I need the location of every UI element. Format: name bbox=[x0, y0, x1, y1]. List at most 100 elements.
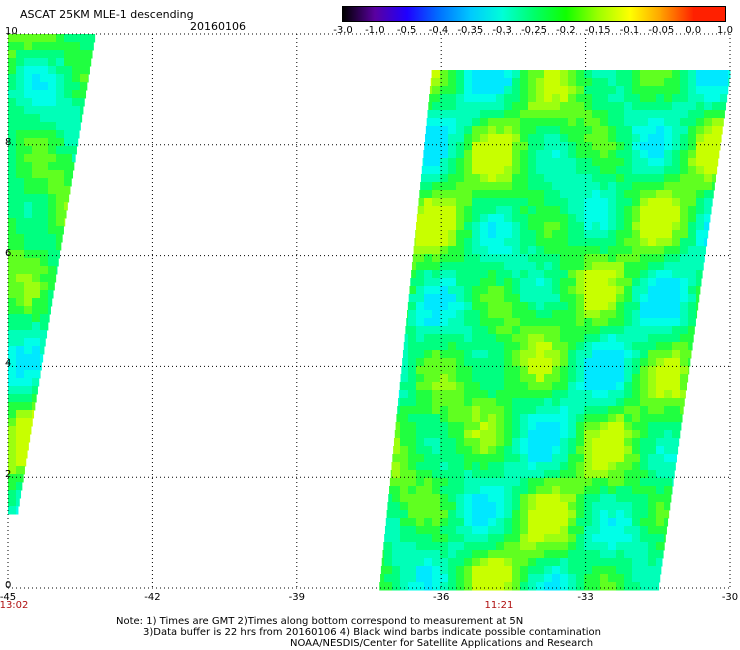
swath-pixel bbox=[504, 110, 513, 119]
swath-pixel bbox=[8, 314, 17, 323]
swath-pixel bbox=[632, 302, 641, 311]
swath-pixel bbox=[552, 190, 561, 199]
swath-pixel bbox=[664, 174, 673, 183]
swath-pixel bbox=[648, 318, 657, 327]
swath-pixel bbox=[456, 582, 465, 591]
swath-pixel bbox=[520, 462, 529, 471]
swath-pixel bbox=[16, 410, 25, 419]
swath-pixel bbox=[464, 214, 473, 223]
swath-pixel bbox=[32, 330, 41, 339]
swath-pixel bbox=[472, 582, 481, 591]
swath-pixel bbox=[472, 342, 481, 351]
swath-pixel bbox=[560, 358, 569, 367]
swath-pixel bbox=[400, 462, 409, 471]
swath-pixel bbox=[496, 342, 505, 351]
swath-pixel bbox=[16, 138, 25, 147]
latitude-tick-label: 6 bbox=[5, 247, 12, 259]
swath-pixel bbox=[680, 142, 689, 151]
swath-pixel bbox=[584, 70, 593, 79]
swath-pixel bbox=[440, 542, 449, 551]
swath-pixel bbox=[560, 406, 569, 415]
swath-pixel bbox=[408, 334, 417, 343]
swath-pixel bbox=[410, 278, 417, 287]
swath-pixel bbox=[512, 286, 521, 295]
scatterometer-swaths bbox=[8, 34, 731, 591]
swath-pixel bbox=[88, 74, 89, 83]
swath-pixel bbox=[388, 494, 393, 503]
swath-pixel bbox=[496, 142, 505, 151]
swath-pixel bbox=[48, 202, 57, 211]
swath-pixel bbox=[392, 566, 401, 575]
swath-pixel bbox=[448, 526, 457, 535]
swath-pixel bbox=[472, 446, 481, 455]
swath-pixel bbox=[552, 366, 561, 375]
swath-pixel bbox=[640, 302, 649, 311]
swath-pixel bbox=[488, 246, 497, 255]
swath-pixel bbox=[584, 446, 593, 455]
swath-pixel bbox=[632, 182, 641, 191]
swath-pixel bbox=[584, 494, 593, 503]
swath-pixel bbox=[448, 278, 457, 287]
swath-pixel bbox=[600, 262, 609, 271]
swath-pixel bbox=[464, 294, 473, 303]
swath-pixel bbox=[624, 406, 633, 415]
swath-pixel bbox=[600, 446, 609, 455]
swath-pixel bbox=[424, 422, 433, 431]
swath-pixel bbox=[560, 526, 569, 535]
swath-pixel bbox=[544, 326, 553, 335]
swath-pixel bbox=[624, 326, 633, 335]
swath-pixel bbox=[440, 334, 449, 343]
swath-pixel bbox=[584, 94, 593, 103]
color-scale-tick-label: -3.0 bbox=[333, 25, 353, 36]
swath-pixel bbox=[408, 294, 417, 303]
swath-pixel bbox=[456, 334, 465, 343]
swath-pixel bbox=[664, 254, 673, 263]
swath-pixel bbox=[72, 58, 81, 67]
swath-pixel bbox=[648, 278, 657, 287]
swath-pixel bbox=[32, 202, 41, 211]
swath-pixel bbox=[504, 222, 513, 231]
swath-pixel bbox=[411, 270, 417, 279]
swath-pixel bbox=[552, 398, 561, 407]
swath-pixel bbox=[600, 158, 609, 167]
swath-pixel bbox=[480, 574, 489, 583]
swath-pixel bbox=[8, 90, 17, 99]
swath-pixel bbox=[584, 182, 593, 191]
swath-pixel bbox=[80, 74, 89, 83]
swath-pixel bbox=[664, 262, 673, 271]
swath-pixel bbox=[568, 518, 577, 527]
swath-pixel bbox=[456, 126, 465, 135]
swath-pixel bbox=[464, 206, 473, 215]
swath-pixel bbox=[528, 582, 537, 591]
swath-pixel bbox=[392, 518, 401, 527]
swath-pixel bbox=[40, 330, 48, 339]
swath-pixel bbox=[624, 262, 633, 271]
swath-pixel bbox=[616, 286, 625, 295]
swath-pixel bbox=[560, 334, 569, 343]
swath-pixel bbox=[624, 478, 633, 487]
swath-pixel bbox=[552, 454, 561, 463]
swath-pixel bbox=[400, 502, 409, 511]
swath-pixel bbox=[576, 518, 585, 527]
color-scale-tick-label: -0.4 bbox=[428, 25, 449, 36]
swath-pixel bbox=[552, 174, 561, 183]
swath-pixel bbox=[8, 98, 17, 107]
swath-pixel bbox=[64, 106, 73, 115]
swath-pixel bbox=[696, 166, 705, 175]
swath-pixel bbox=[472, 110, 481, 119]
swath-pixel bbox=[440, 366, 449, 375]
swath-pixel bbox=[24, 450, 28, 459]
swath-pixel bbox=[504, 270, 513, 279]
swath-pixel bbox=[480, 550, 489, 559]
swath-pixel bbox=[520, 470, 529, 479]
swath-pixel bbox=[568, 470, 577, 479]
swath-pixel bbox=[544, 486, 553, 495]
swath-pixel bbox=[624, 182, 633, 191]
swath-pixel bbox=[520, 174, 529, 183]
swath-pixel bbox=[592, 86, 601, 95]
swath-pixel bbox=[488, 478, 497, 487]
swath-pixel bbox=[472, 134, 481, 143]
swath-pixel bbox=[448, 486, 457, 495]
swath-pixel bbox=[592, 150, 601, 159]
swath-pixel bbox=[624, 374, 633, 383]
